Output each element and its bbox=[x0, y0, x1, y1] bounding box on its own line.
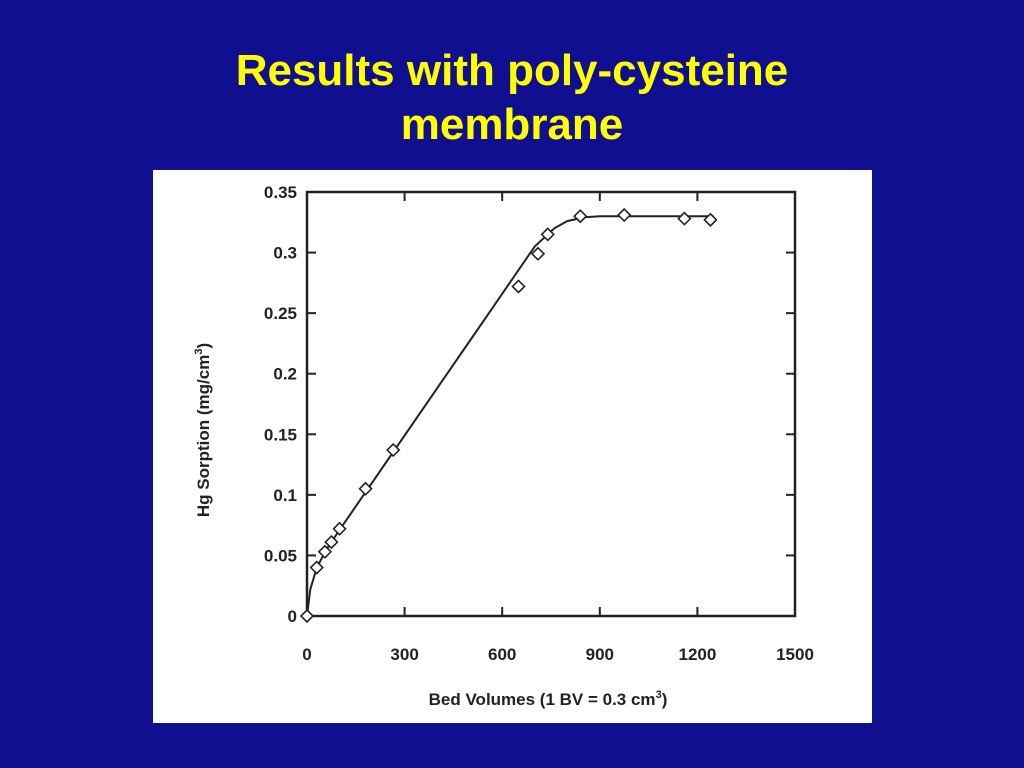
x-tick-label: 900 bbox=[586, 645, 614, 664]
y-tick-label: 0.35 bbox=[264, 183, 297, 202]
plot-frame bbox=[305, 190, 797, 618]
x-tick-label: 1200 bbox=[678, 645, 716, 664]
data-point bbox=[299, 608, 315, 624]
data-point bbox=[540, 227, 555, 242]
y-tick-label: 0.2 bbox=[273, 365, 297, 384]
y-tick-label: 0.25 bbox=[264, 304, 297, 323]
y-tick-label: 0.3 bbox=[273, 244, 297, 263]
data-point bbox=[511, 279, 526, 294]
y-axis-ticks: 0 0.05 0.1 0.15 0.2 0.25 0.3 0.35 bbox=[264, 183, 795, 626]
y-tick-label: 0 bbox=[288, 607, 297, 626]
x-axis-ticks: 0 300 600 900 1200 1500 bbox=[302, 192, 814, 664]
data-point bbox=[703, 212, 718, 227]
data-point bbox=[332, 521, 347, 536]
slide-title-line-1: Results with poly-cysteine bbox=[235, 46, 789, 95]
data-point bbox=[677, 211, 692, 226]
x-tick-label: 1500 bbox=[776, 645, 814, 664]
x-tick-label: 300 bbox=[390, 645, 418, 664]
x-tick-label: 0 bbox=[302, 645, 311, 664]
x-axis-label: Bed Volumes (1 BV = 0.3 cm3) bbox=[429, 689, 668, 709]
slide-title-line-2: membrane bbox=[400, 100, 624, 149]
data-point bbox=[358, 481, 373, 496]
data-point bbox=[309, 560, 324, 575]
fit-line bbox=[306, 215, 714, 617]
data-point bbox=[324, 534, 339, 550]
hg-sorption-chart: 0 0.05 0.1 0.15 0.2 0.25 0.3 0.35 0 300 600 900 120… bbox=[193, 183, 814, 709]
data-point bbox=[386, 442, 401, 458]
y-tick-label: 0.1 bbox=[273, 486, 297, 505]
data-point bbox=[617, 207, 632, 223]
data-points-layer bbox=[299, 207, 718, 624]
slide-title: Results with poly-cysteine membrane bbox=[0, 44, 1024, 152]
chart-panel: 0 0.05 0.1 0.15 0.2 0.25 0.3 0.35 0 300 600 900 120… bbox=[153, 170, 872, 723]
x-tick-label: 600 bbox=[488, 645, 516, 664]
y-axis-label: Hg Sorption (mg/cm3) bbox=[193, 343, 213, 517]
data-point bbox=[573, 209, 588, 224]
y-tick-label: 0.15 bbox=[264, 425, 297, 444]
fit-line-layer bbox=[306, 215, 714, 617]
data-point bbox=[530, 246, 546, 261]
y-tick-label: 0.05 bbox=[264, 546, 297, 565]
data-point bbox=[317, 544, 333, 559]
